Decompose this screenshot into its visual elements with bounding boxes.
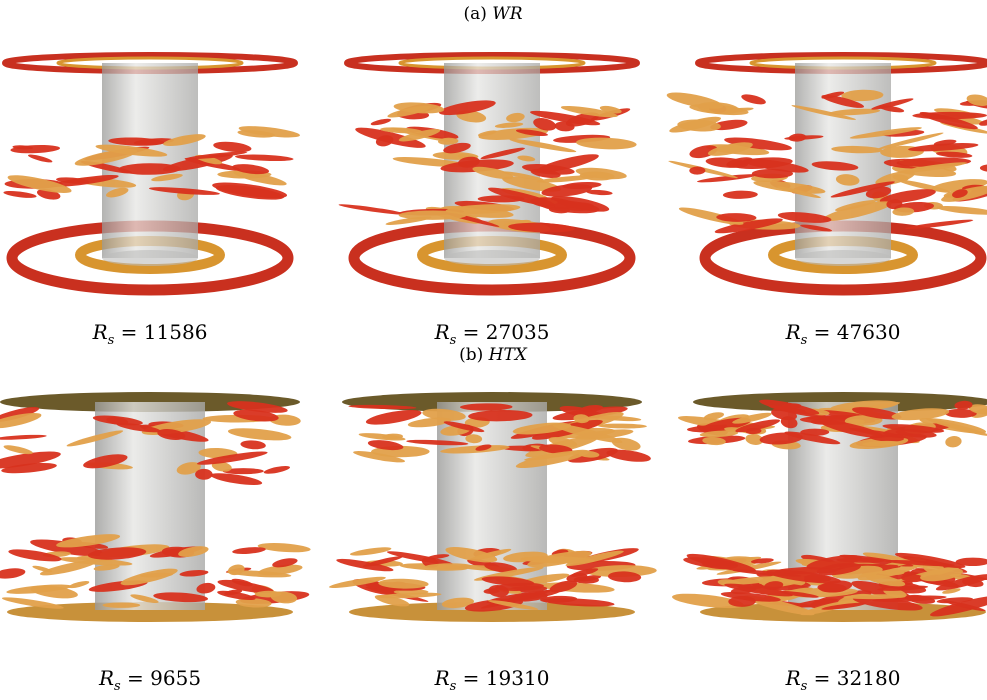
variable: R xyxy=(435,666,450,690)
variable: R xyxy=(99,666,114,690)
vortex-structure xyxy=(945,435,963,448)
variable: R xyxy=(435,320,450,344)
vortex-structure xyxy=(232,546,266,555)
vortex-structure xyxy=(235,153,294,162)
variable: R xyxy=(786,320,801,344)
vortex-structure xyxy=(3,190,37,200)
vortex-structure xyxy=(350,546,392,558)
cylinder-base xyxy=(102,250,198,266)
case-caption: Rs = 47630 xyxy=(713,320,973,348)
vortex-structure xyxy=(3,443,34,456)
relation: = xyxy=(127,666,144,690)
value: 11586 xyxy=(144,320,208,344)
vortex-structure xyxy=(338,203,406,217)
case-caption: Rs = 32180 xyxy=(713,666,973,694)
vortex-structure xyxy=(102,602,140,608)
panel-label: (a) xyxy=(463,4,486,24)
vortex-structure xyxy=(576,137,637,151)
vortex-structure xyxy=(27,153,53,164)
panel-label: (b) xyxy=(459,345,483,365)
subscript: s xyxy=(450,679,457,694)
vortex-structure xyxy=(689,166,705,174)
case-caption: Rs = 19310 xyxy=(362,666,622,694)
vortex-structure xyxy=(240,440,266,451)
vortex-structure xyxy=(905,218,974,231)
case-caption: Rs = 9655 xyxy=(20,666,280,694)
vortex-structure xyxy=(0,434,47,441)
variable: R xyxy=(93,320,108,344)
variable: R xyxy=(786,666,801,690)
vortex-structure xyxy=(740,92,766,106)
case-caption: Rs = 11586 xyxy=(20,320,280,348)
vortex-structure xyxy=(257,542,311,554)
panel-title: (a) WR xyxy=(393,4,593,24)
panel-title: (b) HTX xyxy=(393,345,593,365)
case-caption: Rs = 27035 xyxy=(362,320,622,348)
relation: = xyxy=(121,320,138,344)
vortex-structure xyxy=(195,469,212,480)
vortex-structure xyxy=(723,190,758,199)
vortex-structure xyxy=(227,426,291,443)
value: 9655 xyxy=(150,666,201,690)
cylinder-base xyxy=(795,250,891,266)
vortex-structure xyxy=(980,164,987,172)
relation: = xyxy=(463,666,480,690)
subscript: s xyxy=(801,333,808,348)
subscript: s xyxy=(114,679,121,694)
vortex-structure xyxy=(213,140,252,154)
panel-name: HTX xyxy=(489,345,527,365)
vortex-structure xyxy=(0,567,26,580)
subscript: s xyxy=(108,333,115,348)
value: 19310 xyxy=(486,666,550,690)
vortex-structure xyxy=(68,580,90,590)
relation: = xyxy=(463,320,480,344)
relation: = xyxy=(814,320,831,344)
relation: = xyxy=(814,666,831,690)
vortex-structure xyxy=(598,423,647,428)
vortex-structure xyxy=(370,117,391,126)
value: 27035 xyxy=(486,320,550,344)
vortex-structure xyxy=(936,204,987,216)
figure: (a) WRRs = 11586Rs = 27035Rs = 47630(b) … xyxy=(0,0,987,700)
value: 32180 xyxy=(837,666,901,690)
vortex-structure xyxy=(263,464,290,475)
panel-name: WR xyxy=(492,4,522,24)
cylinder-base xyxy=(444,250,540,266)
value: 47630 xyxy=(837,320,901,344)
subscript: s xyxy=(801,679,808,694)
